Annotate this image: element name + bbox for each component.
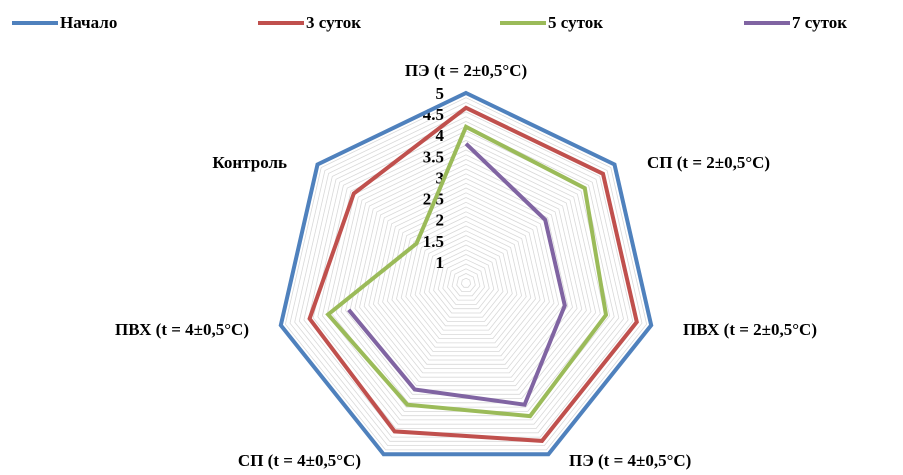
legend-label: 5 суток — [548, 13, 603, 32]
legend-item-series-1: 3 суток — [258, 8, 361, 38]
grid-ring — [428, 244, 504, 318]
grid-ring — [294, 106, 638, 442]
category-label: ПВХ (t = 2±0,5°C) — [683, 320, 817, 339]
grid-ring — [377, 192, 555, 365]
tick-label: 3.5 — [423, 147, 444, 166]
legend-item-series-0: Начало — [12, 8, 117, 38]
series-line-3 — [347, 142, 567, 407]
grid-ring — [335, 149, 597, 404]
legend-label: 3 суток — [306, 13, 361, 32]
grid-ring — [414, 230, 518, 331]
category-label: ПЭ (t = 2±0,5°C) — [405, 61, 527, 80]
legend: Начало 3 суток 5 суток 7 суток — [0, 8, 903, 38]
grid-ring — [359, 173, 573, 382]
grid-ring — [382, 197, 550, 361]
grid-ring — [363, 178, 569, 378]
category-label: СП (t = 2±0,5°C) — [647, 153, 770, 172]
grid-ring — [460, 277, 472, 288]
tick-label: 4 — [436, 126, 445, 145]
grid-ring — [396, 211, 536, 348]
legend-swatch — [12, 21, 58, 25]
legend-label: 7 суток — [792, 13, 847, 32]
tick-label: 3 — [436, 168, 445, 187]
legend-item-series-2: 5 суток — [500, 8, 603, 38]
series-line-0 — [278, 90, 654, 457]
grid-ring — [312, 125, 620, 425]
series-line-2 — [325, 124, 609, 419]
legend-label: Начало — [60, 13, 118, 32]
tick-label: 1 — [436, 253, 445, 272]
grid-ring — [423, 239, 509, 322]
category-label: ПЭ (t = 4±0,5°C) — [569, 451, 691, 470]
tick-label: 5 — [436, 84, 445, 103]
grid-ring — [433, 249, 499, 314]
grid-ring — [409, 225, 523, 335]
category-label: Контроль — [212, 153, 287, 172]
legend-swatch — [500, 21, 546, 25]
grid-ring — [308, 121, 624, 429]
grid-ring — [331, 144, 601, 408]
series-line-1 — [307, 105, 639, 443]
grid-ring — [451, 268, 481, 297]
grid-ring — [437, 254, 495, 310]
grid-ring — [340, 154, 592, 399]
grid-ring — [303, 116, 629, 434]
tick-label: 1.5 — [423, 232, 444, 251]
grid-ring — [386, 201, 546, 357]
grid-ring — [391, 206, 541, 352]
category-label: СП (t = 4±0,5°C) — [238, 451, 361, 470]
grid-ring — [405, 220, 527, 340]
grid-ring — [400, 216, 532, 344]
legend-item-series-3: 7 суток — [744, 8, 847, 38]
grid-ring — [447, 263, 485, 301]
grid-ring — [289, 102, 643, 447]
legend-swatch — [258, 21, 304, 25]
grid-ring — [442, 258, 490, 305]
grid-ring — [349, 163, 583, 391]
grid-ring — [354, 168, 578, 387]
legend-swatch — [744, 21, 790, 25]
tick-label: 2 — [436, 211, 445, 230]
grid-ring — [345, 159, 587, 395]
grid-ring — [284, 97, 648, 451]
category-label: ПВХ (t = 4±0,5°C) — [115, 320, 249, 339]
grid-ring — [419, 235, 513, 327]
grid-ring — [372, 187, 560, 370]
grid-ring — [456, 273, 476, 293]
